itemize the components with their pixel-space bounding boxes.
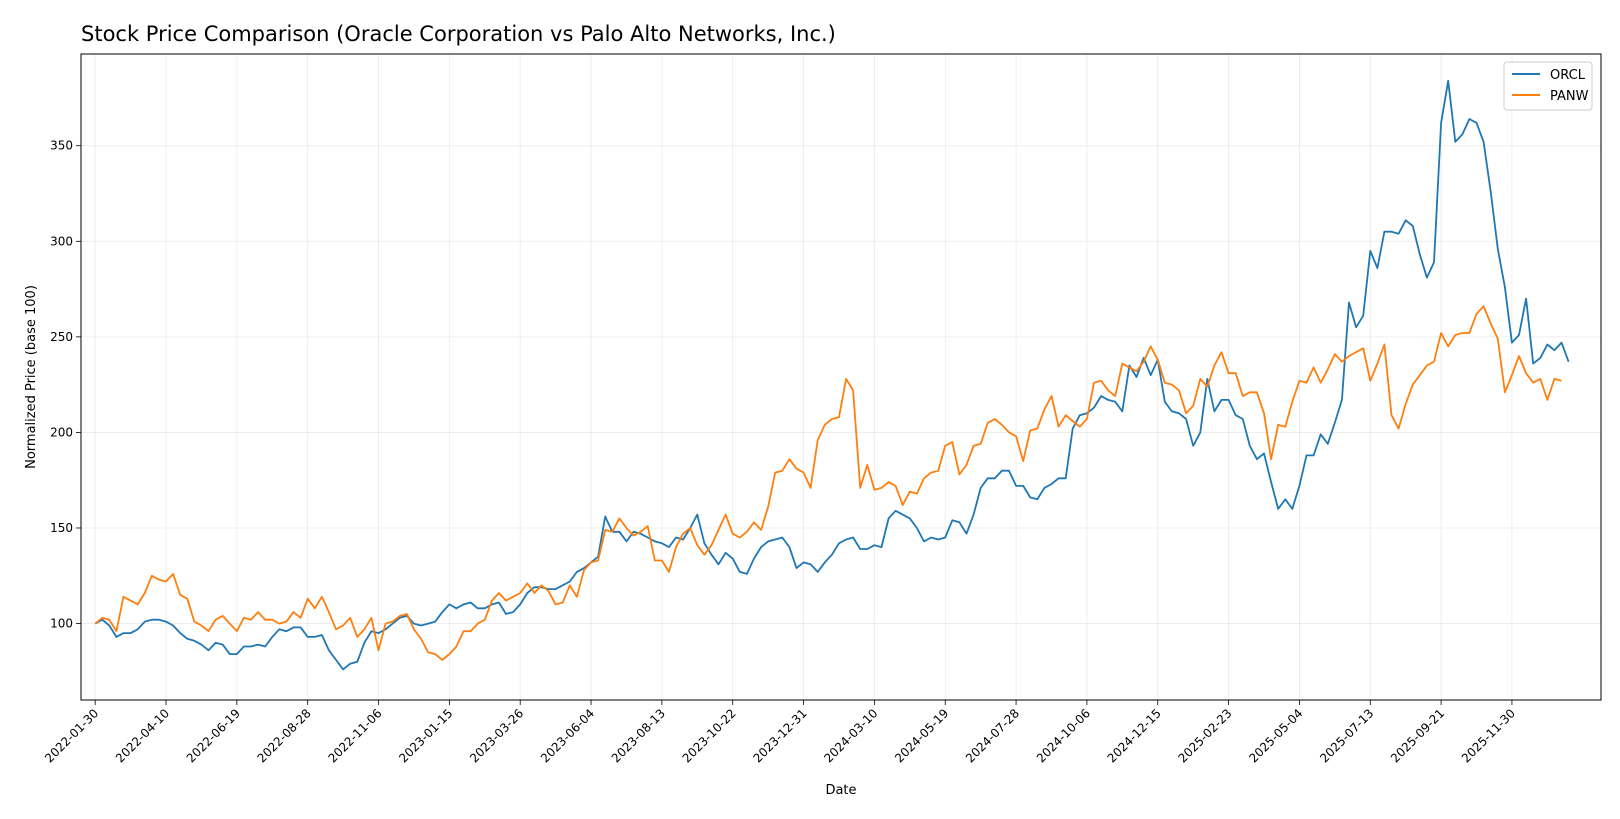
y-tick-label: 250 (50, 330, 73, 344)
y-tick-label: 300 (50, 234, 73, 248)
x-tick-label: 2024-10-06 (1034, 706, 1093, 765)
legend: ORCL PANW (1503, 61, 1593, 111)
x-tick-label: 2022-06-19 (184, 706, 243, 765)
plot-frame (80, 53, 1602, 701)
x-tick-label: 2025-07-13 (1317, 706, 1376, 765)
y-axis-label: Normalized Price (base 100) (24, 285, 39, 469)
y-axis-ticks: 100 150 200 250 300 350 (50, 139, 81, 631)
legend-label-orcl: ORCL (1550, 68, 1586, 83)
x-tick-label: 2024-05-19 (892, 706, 951, 765)
x-tick-label: 2024-07-28 (963, 706, 1022, 765)
x-tick-label: 2023-03-26 (467, 706, 526, 765)
legend-label-panw: PANW (1550, 89, 1589, 104)
x-tick-label: 2023-01-15 (396, 706, 455, 765)
x-tick-label: 2025-09-21 (1388, 706, 1447, 765)
y-tick-label: 150 (50, 521, 73, 535)
x-tick-label: 2023-12-31 (750, 706, 809, 765)
grid-lines (81, 54, 1601, 700)
y-tick-label: 100 (50, 617, 73, 631)
x-tick-label: 2023-06-04 (538, 706, 597, 765)
y-tick-label: 200 (50, 425, 73, 439)
series-lines (94, 79, 1570, 671)
x-axis-ticks: 2022-01-30 2022-04-10 2022-06-19 2022-08-28… (42, 700, 1518, 765)
series-line-orcl (94, 79, 1570, 671)
x-tick-label: 2024-12-15 (1105, 706, 1164, 765)
chart-title: Stock Price Comparison (Oracle Corporati… (81, 22, 836, 46)
x-tick-label: 2022-11-06 (325, 706, 384, 765)
x-tick-label: 2024-03-10 (821, 706, 880, 765)
x-tick-label: 2022-04-10 (113, 706, 172, 765)
x-tick-label: 2023-08-13 (609, 706, 668, 765)
x-tick-label: 2025-11-30 (1459, 706, 1518, 765)
x-tick-label: 2022-08-28 (255, 706, 314, 765)
series-line-panw (94, 305, 1562, 661)
x-tick-label: 2022-01-30 (42, 706, 101, 765)
y-tick-label: 350 (50, 139, 73, 153)
x-tick-label: 2025-05-04 (1246, 706, 1305, 765)
x-tick-label: 2025-02-23 (1175, 706, 1234, 765)
x-tick-label: 2023-10-22 (680, 706, 739, 765)
x-axis-label: Date (825, 783, 856, 798)
